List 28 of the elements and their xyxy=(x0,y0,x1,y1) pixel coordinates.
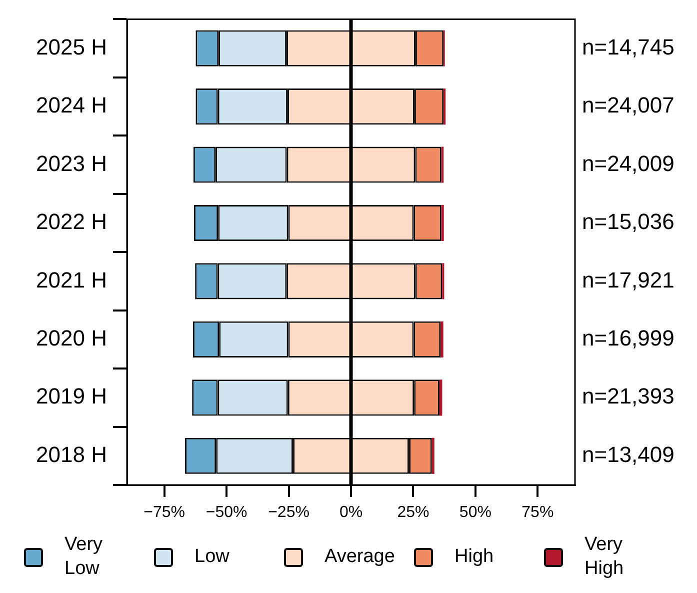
y-tick-label: 2020 H xyxy=(36,326,107,350)
text: n=15,036 xyxy=(582,209,674,234)
y-tick-label: 2024 H xyxy=(36,92,107,118)
legend-label: Very Low xyxy=(64,533,104,581)
x-tick-label: −50% xyxy=(206,504,248,522)
text: n=14,745 xyxy=(582,34,674,60)
y-tick-label: 2019 H xyxy=(36,384,107,409)
x-tick-label: −25% xyxy=(268,504,310,522)
text: n=16,999 xyxy=(582,326,674,350)
y-tick-label: 2025 H xyxy=(36,34,107,60)
legend-label: High xyxy=(454,545,494,569)
text: n=24,007 xyxy=(582,92,674,118)
y-tick-label: 2018 H xyxy=(36,442,107,467)
legend-label: Low xyxy=(194,545,230,569)
x-tick-label: 0% xyxy=(339,504,363,522)
x-tick-label: 75% xyxy=(522,504,554,522)
y-tick-label: 2021 H xyxy=(36,267,107,292)
text: n=24,009 xyxy=(582,150,674,176)
legend-label: Average xyxy=(324,545,395,569)
text: n=21,393 xyxy=(582,384,674,409)
text: n=17,921 xyxy=(582,267,674,292)
text: n=13,409 xyxy=(582,442,674,467)
x-tick-label: −75% xyxy=(144,504,186,522)
y-tick-label: 2022 H xyxy=(36,209,107,234)
x-tick-label: 25% xyxy=(397,504,430,522)
x-tick-label: 50% xyxy=(459,504,492,522)
y-tick-label: 2023 H xyxy=(36,150,107,176)
legend-label: Very High xyxy=(584,533,625,581)
